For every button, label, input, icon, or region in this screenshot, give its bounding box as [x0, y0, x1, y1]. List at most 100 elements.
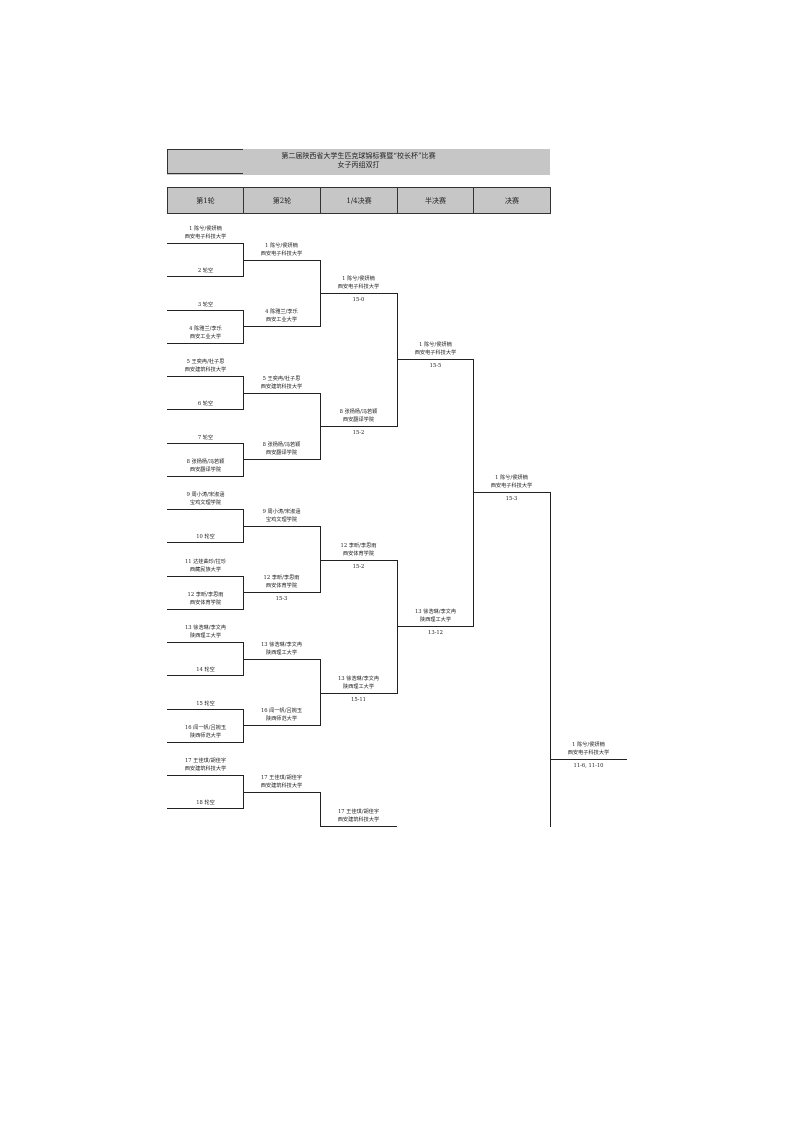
title-box-left-cell: [167, 149, 243, 174]
header-round-2: 第2轮: [243, 187, 321, 214]
round1-entry-name: 4 陈雅兰/李乐: [189, 325, 222, 332]
final-connector: [550, 492, 552, 827]
quarterfinal-entry-name: 17 王佳琪/胡佳宇: [337, 809, 380, 815]
round2-line: [243, 791, 320, 793]
semifinal-entry-name: 13 徐浩琳/李文冉: [414, 608, 457, 615]
round1-entry-name: 10 轮空: [196, 534, 215, 540]
round2-connector: [320, 658, 322, 726]
round1-line: [167, 675, 243, 677]
round2-entry-school: 西安建筑科技大学: [260, 782, 303, 789]
quarterfinal-entry-name: 12 李昕/李思雨: [340, 542, 377, 549]
round1-entry-school: 陕西师范大学: [189, 732, 222, 739]
quarterfinal-line: [320, 826, 397, 828]
header-round-1: 第1轮: [167, 187, 244, 214]
round2-entry-school: 宝鸡文理学院: [265, 516, 298, 523]
header-final: 决赛: [473, 187, 551, 214]
round1-line: [167, 575, 243, 577]
quarterfinal-line: [320, 293, 397, 295]
round1-entry-name: 1 陈兮/侯妍楠: [189, 226, 222, 232]
round1-entry-name: 6 轮空: [197, 401, 214, 407]
round1-entry-school: 西安建筑科技大学: [184, 766, 227, 772]
round1-line: [167, 808, 243, 810]
round1-line: [167, 309, 243, 311]
semifinal-entry-name: 1 陈兮/侯妍楠: [419, 342, 452, 348]
round1-line: [167, 642, 243, 644]
round1-line: [167, 243, 243, 245]
round1-line: [167, 409, 243, 411]
round2-entry-name: 16 闻一帆/吕婉玉: [260, 708, 303, 714]
quarterfinal-entry-name: 8 张杨杨/冯若颖: [339, 409, 378, 416]
quarterfinal-line: [320, 559, 397, 561]
round2-entry-name: 8 张杨杨/冯若颖: [262, 442, 301, 448]
round1-entry-school: 宝鸡文理学院: [189, 500, 222, 506]
quarterfinal-entry-school: 西安翻译学院: [342, 417, 375, 424]
round2-entry-school: 西安体育学院: [265, 583, 298, 589]
round2-entry-school: 陕西理工大学: [265, 649, 298, 656]
round2-entry-name: 12 李昕/李思雨: [263, 575, 300, 581]
quarterfinal-line: [320, 692, 397, 694]
header-quarterfinal: 1/4决赛: [320, 187, 398, 214]
round1-entry-name: 9 周小涛/宋淑涵: [186, 492, 225, 498]
round2-entry-name: 4 陈雅兰/李乐: [265, 309, 298, 315]
semifinal-entry-score: 13-12: [428, 629, 443, 636]
quarterfinal-entry-school: 西安建筑科技大学: [337, 817, 380, 823]
round2-line: [243, 725, 320, 727]
round2-entry-name: 5 王奕冉/杜子思: [262, 375, 301, 382]
semifinal-line: [397, 359, 473, 361]
quarterfinal-entry-name: 13 徐浩琳/李文冉: [337, 675, 380, 682]
semifinal-line: [397, 625, 473, 627]
round2-connector: [320, 525, 322, 593]
round1-line: [167, 475, 243, 477]
round1-entry-name: 12 李昕/李思雨: [187, 591, 224, 598]
final-entry-school: 西安电子科技大学: [490, 483, 533, 489]
round1-entry-school: 陕西理工大学: [189, 633, 222, 639]
quarterfinal-entry-school: 西安电子科技大学: [337, 284, 380, 290]
quarterfinal-entry-score: 15-0: [352, 297, 365, 303]
round1-entry-name: 8 张杨杨/冯若颖: [186, 458, 225, 465]
round2-line: [243, 392, 320, 394]
round2-entry-school: 西安工业大学: [265, 317, 298, 323]
title-box: [167, 149, 550, 175]
round1-entry-name: 7 轮空: [197, 434, 214, 441]
round1-line: [167, 276, 243, 278]
round1-entry-school: 西安翻译学院: [189, 466, 222, 473]
semifinal-entry-score: 15-5: [429, 363, 442, 369]
round1-entry-name: 11 达娃曲珍/拉珍: [184, 558, 227, 565]
round1-entry-name: 18 轮空: [196, 800, 215, 806]
final-entry-score: 15-3: [505, 496, 518, 502]
round2-connector: [320, 791, 322, 827]
round2-line: [243, 658, 320, 660]
round2-line: [243, 525, 320, 527]
round1-entry-name: 16 闻一帆/吕婉玉: [184, 724, 227, 731]
quarterfinal-entry-score: 15-2: [352, 563, 365, 570]
round1-entry-name: 15 轮空: [196, 700, 215, 707]
title-line-2: 女子丙组双打: [337, 161, 380, 169]
round2-entry-name: 9 周小涛/宋淑涵: [262, 508, 301, 515]
document-title: 第二届陕西省大学生匹克球锦标赛暨“校长杯”比赛 女子丙组双打: [167, 152, 550, 170]
round1-line: [167, 708, 243, 710]
round1-line: [167, 775, 243, 777]
round1-entry-name: 3 轮空: [197, 301, 214, 308]
quarterfinal-line: [320, 426, 397, 428]
quarterfinal-entry-name: 1 陈兮/侯妍楠: [342, 276, 375, 282]
round1-entry-name: 17 王佳琪/胡佳宇: [184, 758, 227, 764]
round1-entry-name: 13 徐浩琳/李文冉: [184, 625, 227, 631]
champion-entry-score: 11-6, 11-10: [573, 763, 604, 769]
round2-entry-school: 西安翻译学院: [265, 450, 298, 456]
title-line-1: 第二届陕西省大学生匹克球锦标赛暨“校长杯”比赛: [281, 152, 436, 160]
round2-line: [243, 459, 320, 461]
round1-entry-name: 14 轮空: [196, 667, 215, 673]
champion-entry-name: 1 陈兮/侯妍楠: [572, 742, 605, 748]
round1-line: [167, 608, 243, 610]
round1-line: [167, 509, 243, 511]
round1-entry-school: 西安工业大学: [189, 333, 222, 340]
final-entry-name: 1 陈兮/侯妍楠: [495, 475, 528, 481]
semifinal-entry-school: 陕西理工大学: [419, 616, 452, 623]
round1-line: [167, 542, 243, 544]
champion-entry-school: 西安电子科技大学: [567, 750, 610, 756]
round1-entry-name: 5 王奕冉/杜子思: [186, 359, 225, 365]
round1-line: [167, 342, 243, 344]
quarterfinal-entry-school: 西安体育学院: [342, 550, 375, 557]
round2-entry-name: 13 徐浩琳/李文冉: [260, 641, 303, 648]
header-semifinal: 半决赛: [397, 187, 474, 214]
